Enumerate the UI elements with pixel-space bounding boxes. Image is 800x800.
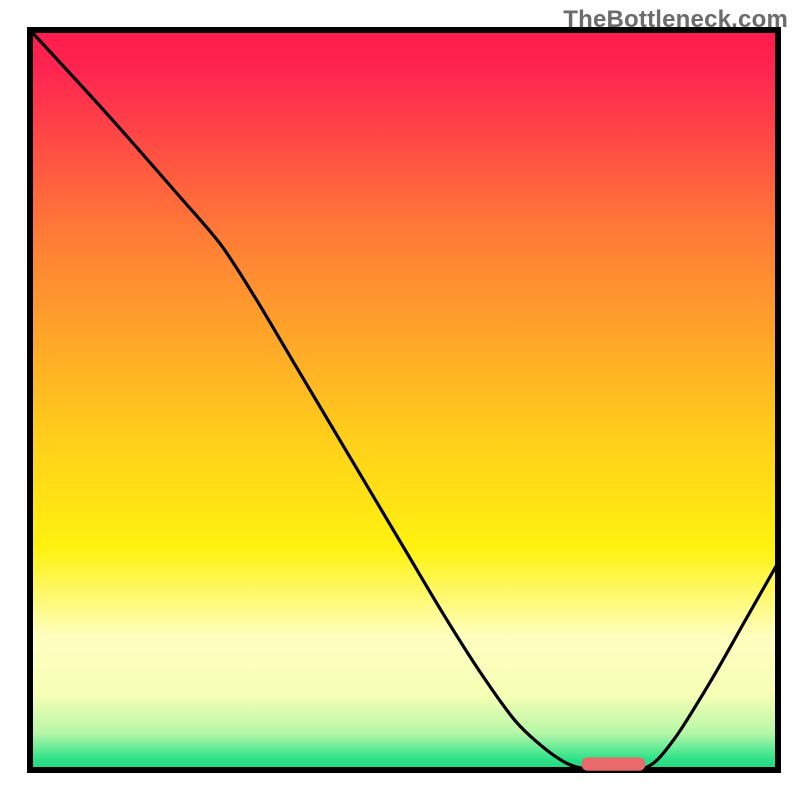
gradient-background: [30, 30, 778, 770]
bottleneck-chart: [0, 0, 800, 800]
optimal-marker: [582, 757, 646, 770]
chart-container: TheBottleneck.com: [0, 0, 800, 800]
